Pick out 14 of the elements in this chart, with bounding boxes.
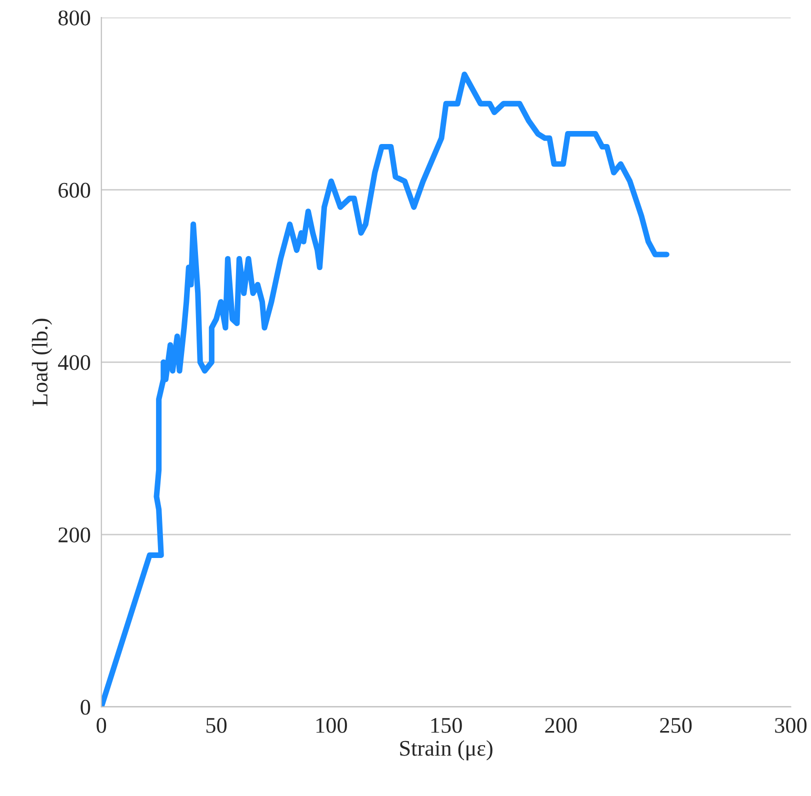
x-tick-label: 250 <box>660 718 692 733</box>
y-tick-label: 800 <box>58 10 90 26</box>
x-axis-title: Strain (με) <box>400 740 492 760</box>
x-tick-label: 100 <box>316 718 347 733</box>
x-tick-label: 0 <box>96 718 106 733</box>
y-tick-label: 600 <box>58 182 90 198</box>
x-tick-label: 300 <box>775 718 807 733</box>
y-tick-label: 400 <box>58 355 90 370</box>
y-axis-title: Load (lb.) <box>32 318 52 406</box>
x-tick-label: 150 <box>431 718 462 733</box>
x-tick-label: 50 <box>206 718 227 733</box>
y-tick-label: 0 <box>80 700 90 715</box>
y-tick-label: 200 <box>58 527 90 542</box>
x-tick-label: 200 <box>545 718 577 733</box>
